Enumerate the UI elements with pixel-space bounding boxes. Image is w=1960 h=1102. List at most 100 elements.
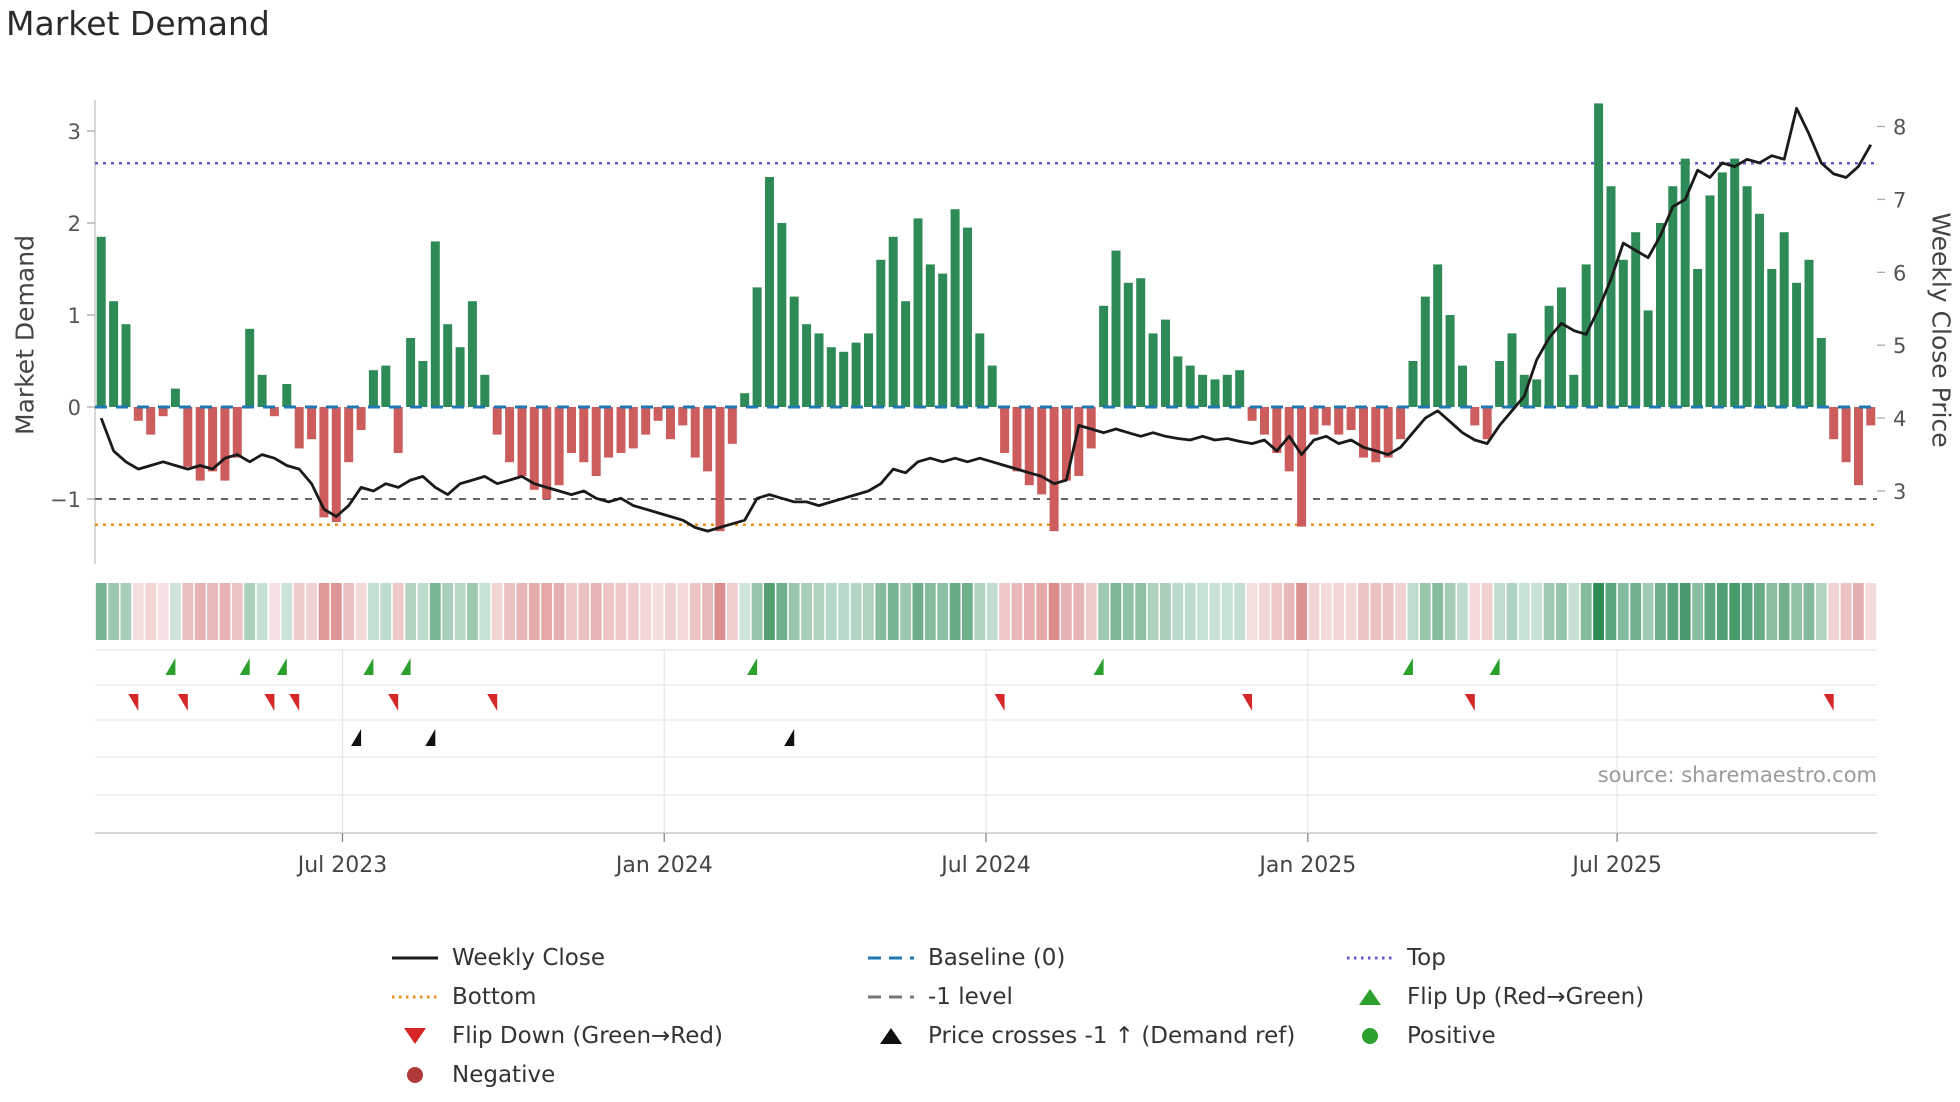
heatmap-cell: [368, 583, 379, 640]
heatmap-cell: [1568, 583, 1580, 640]
x-tick-label: Jan 2024: [614, 853, 713, 878]
heatmap-cell: [1061, 583, 1072, 640]
demand-bar: [1767, 269, 1777, 407]
heatmap-cell: [1011, 583, 1023, 640]
demand-bar: [1643, 310, 1653, 407]
demand-bar: [678, 407, 688, 426]
right-tick-label: 3: [1893, 480, 1906, 504]
heatmap-cell: [145, 583, 157, 640]
demand-bar: [344, 407, 354, 463]
flip-down-marker: [1464, 694, 1475, 711]
negative-dot-icon: [392, 1065, 438, 1085]
x-tick-label: Jul 2023: [296, 853, 388, 878]
legend-item-negative: Negative: [392, 1062, 868, 1088]
heatmap-cell: [318, 583, 330, 640]
demand-bar: [393, 407, 403, 453]
heatmap-cell: [640, 583, 652, 640]
demand-bar: [1594, 103, 1604, 408]
heatmap-cell: [1135, 583, 1147, 640]
demand-bar: [368, 370, 378, 407]
heatmap-cell: [1754, 583, 1765, 640]
heatmap-cell: [578, 583, 590, 640]
legend-item-flip-up: Flip Up (Red→Green): [1347, 984, 1644, 1010]
heatmap-cell: [1271, 583, 1283, 640]
heatmap-cell: [1085, 583, 1097, 640]
left-tick-label: 2: [68, 212, 81, 236]
heatmap-cell: [689, 583, 701, 640]
demand-bar: [220, 407, 230, 481]
heatmap-cell: [1457, 583, 1468, 640]
price-line: [99, 106, 1873, 533]
demand-bar: [331, 407, 341, 522]
heatmap-cell: [405, 583, 416, 640]
demand-bar: [109, 301, 119, 407]
legend-label: Flip Down (Green→Red): [452, 1022, 723, 1049]
demand-bar: [1519, 374, 1529, 407]
demand-bar: [975, 333, 985, 407]
flip-up-marker: [400, 658, 411, 675]
heatmap-cell: [776, 583, 788, 640]
heatmap-cell: [553, 583, 565, 640]
demand-bar: [1618, 259, 1628, 407]
left-tick-label: 3: [68, 120, 81, 144]
legend-label: Top: [1407, 944, 1446, 971]
demand-bar: [1408, 361, 1418, 407]
demand-bar: [1396, 407, 1406, 440]
demand-bar: [1532, 379, 1542, 407]
heatmap-cell: [256, 583, 268, 640]
demand-bar: [1037, 407, 1047, 495]
heatmap-cell: [269, 583, 280, 640]
heatmap-cell: [1593, 583, 1604, 640]
legend-item-weekly-close: Weekly Close: [392, 945, 868, 971]
price-cross-marker: [425, 729, 436, 746]
demand-bar: [1235, 370, 1245, 407]
demand-bar: [1136, 278, 1146, 407]
heatmap-cell: [1630, 583, 1642, 640]
demand-bar: [604, 407, 614, 458]
heatmap-cell: [1791, 583, 1802, 640]
heatmap-cell: [702, 583, 713, 640]
legend-item-baseline: Baseline (0): [868, 945, 1347, 971]
heatmap-cell: [1036, 583, 1048, 640]
demand-bar: [232, 407, 242, 458]
demand-bar: [1359, 407, 1368, 458]
heatmap-cell: [566, 583, 577, 640]
demand-bar: [146, 407, 156, 435]
heatmap-cell: [962, 583, 973, 640]
heatmap-cell: [429, 583, 441, 640]
demand-bar: [567, 407, 576, 453]
demand-bar: [1606, 186, 1616, 407]
demand-bar: [356, 407, 366, 430]
legend-label: Flip Up (Red→Green): [1407, 983, 1645, 1010]
demand-bar: [430, 241, 440, 407]
heatmap-cell: [1729, 583, 1741, 640]
heatmap-cell: [479, 583, 491, 640]
heatmap-cell: [726, 583, 738, 640]
heatmap-cell: [516, 583, 528, 640]
heatmap-cell: [219, 583, 231, 640]
right-tick-label: 8: [1893, 116, 1906, 140]
heatmap-cell: [454, 583, 466, 640]
heatmap-cell: [949, 583, 961, 640]
demand-bar: [1309, 407, 1319, 435]
right-tick-label: 7: [1893, 188, 1906, 212]
flip-up-marker: [363, 658, 374, 675]
demand-bar: [1433, 264, 1443, 407]
demand-bar: [1321, 407, 1331, 426]
demand-bar: [1161, 319, 1170, 407]
demand-bar: [158, 407, 168, 417]
heatmap-cell: [1259, 583, 1270, 640]
heatmap-cell: [157, 583, 169, 640]
demand-bar: [703, 407, 713, 472]
demand-bar: [950, 209, 960, 407]
flip-up-marker: [747, 658, 758, 675]
demand-bar: [752, 287, 762, 407]
heatmap-cell: [615, 583, 627, 640]
heatmap-cell: [1345, 583, 1357, 640]
demand-bar: [727, 407, 737, 444]
baseline-dash-swatch: [868, 948, 914, 968]
demand-bar: [839, 351, 849, 407]
heatmap-cell: [1531, 583, 1543, 640]
demand-bar: [96, 236, 106, 407]
legend-item-minus1-level: -1 level: [868, 984, 1347, 1010]
